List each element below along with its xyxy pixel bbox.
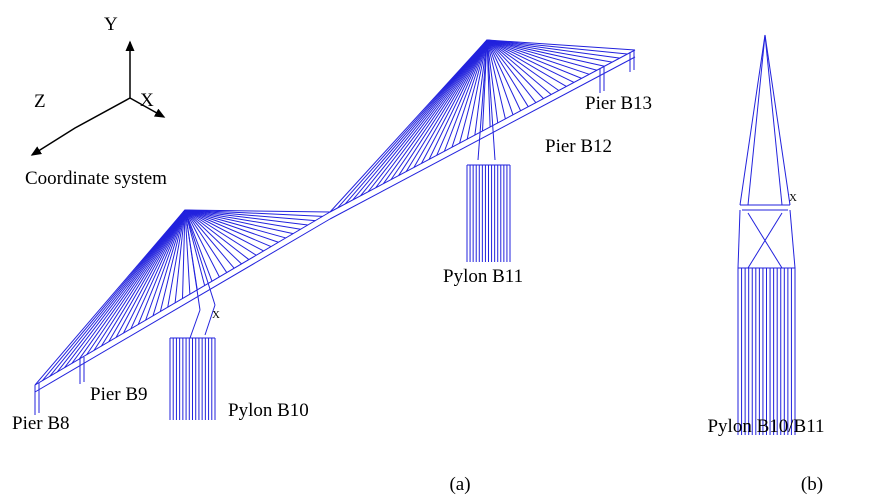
- cable: [65, 210, 186, 368]
- cable: [383, 40, 487, 184]
- axes-caption: Coordinate system: [25, 168, 167, 189]
- cable: [368, 40, 487, 192]
- pylon: [738, 210, 740, 268]
- label: Pylon B10/B11: [707, 416, 824, 437]
- cable: [361, 40, 488, 196]
- pylon: [765, 35, 782, 205]
- cable: [185, 210, 256, 255]
- z-axis: [32, 98, 130, 155]
- label: Pier B9: [90, 384, 148, 405]
- label: Pylon B11: [443, 266, 523, 287]
- axis-x-label: X: [140, 90, 154, 111]
- label: Pier B13: [585, 93, 652, 114]
- label: Pier B12: [545, 136, 612, 157]
- page: Y Z X Coordinate system Pier B8 Pier B9 …: [0, 0, 882, 498]
- cable: [406, 40, 487, 172]
- model-axis-label: X: [212, 309, 220, 321]
- pylon: [765, 35, 790, 205]
- model-axis-label: X: [789, 192, 797, 204]
- label: Pylon B10: [228, 400, 309, 421]
- cable: [79, 210, 185, 359]
- panel-label: (b): [801, 474, 823, 495]
- cable: [116, 210, 185, 337]
- axis-y-label: Y: [104, 14, 118, 35]
- pylon: [190, 310, 200, 338]
- cable: [185, 210, 293, 234]
- panel-label: (a): [449, 474, 470, 495]
- cable: [94, 210, 185, 350]
- pylon: [790, 210, 795, 268]
- cable: [487, 40, 620, 58]
- label: Pier B8: [12, 413, 70, 434]
- pylon: [748, 35, 765, 205]
- cable: [72, 210, 185, 363]
- cable: [429, 40, 487, 159]
- axis-z-label: Z: [34, 91, 46, 112]
- pylon: [740, 35, 765, 205]
- figure: Y Z X Coordinate system Pier B8 Pier B9 …: [0, 0, 882, 498]
